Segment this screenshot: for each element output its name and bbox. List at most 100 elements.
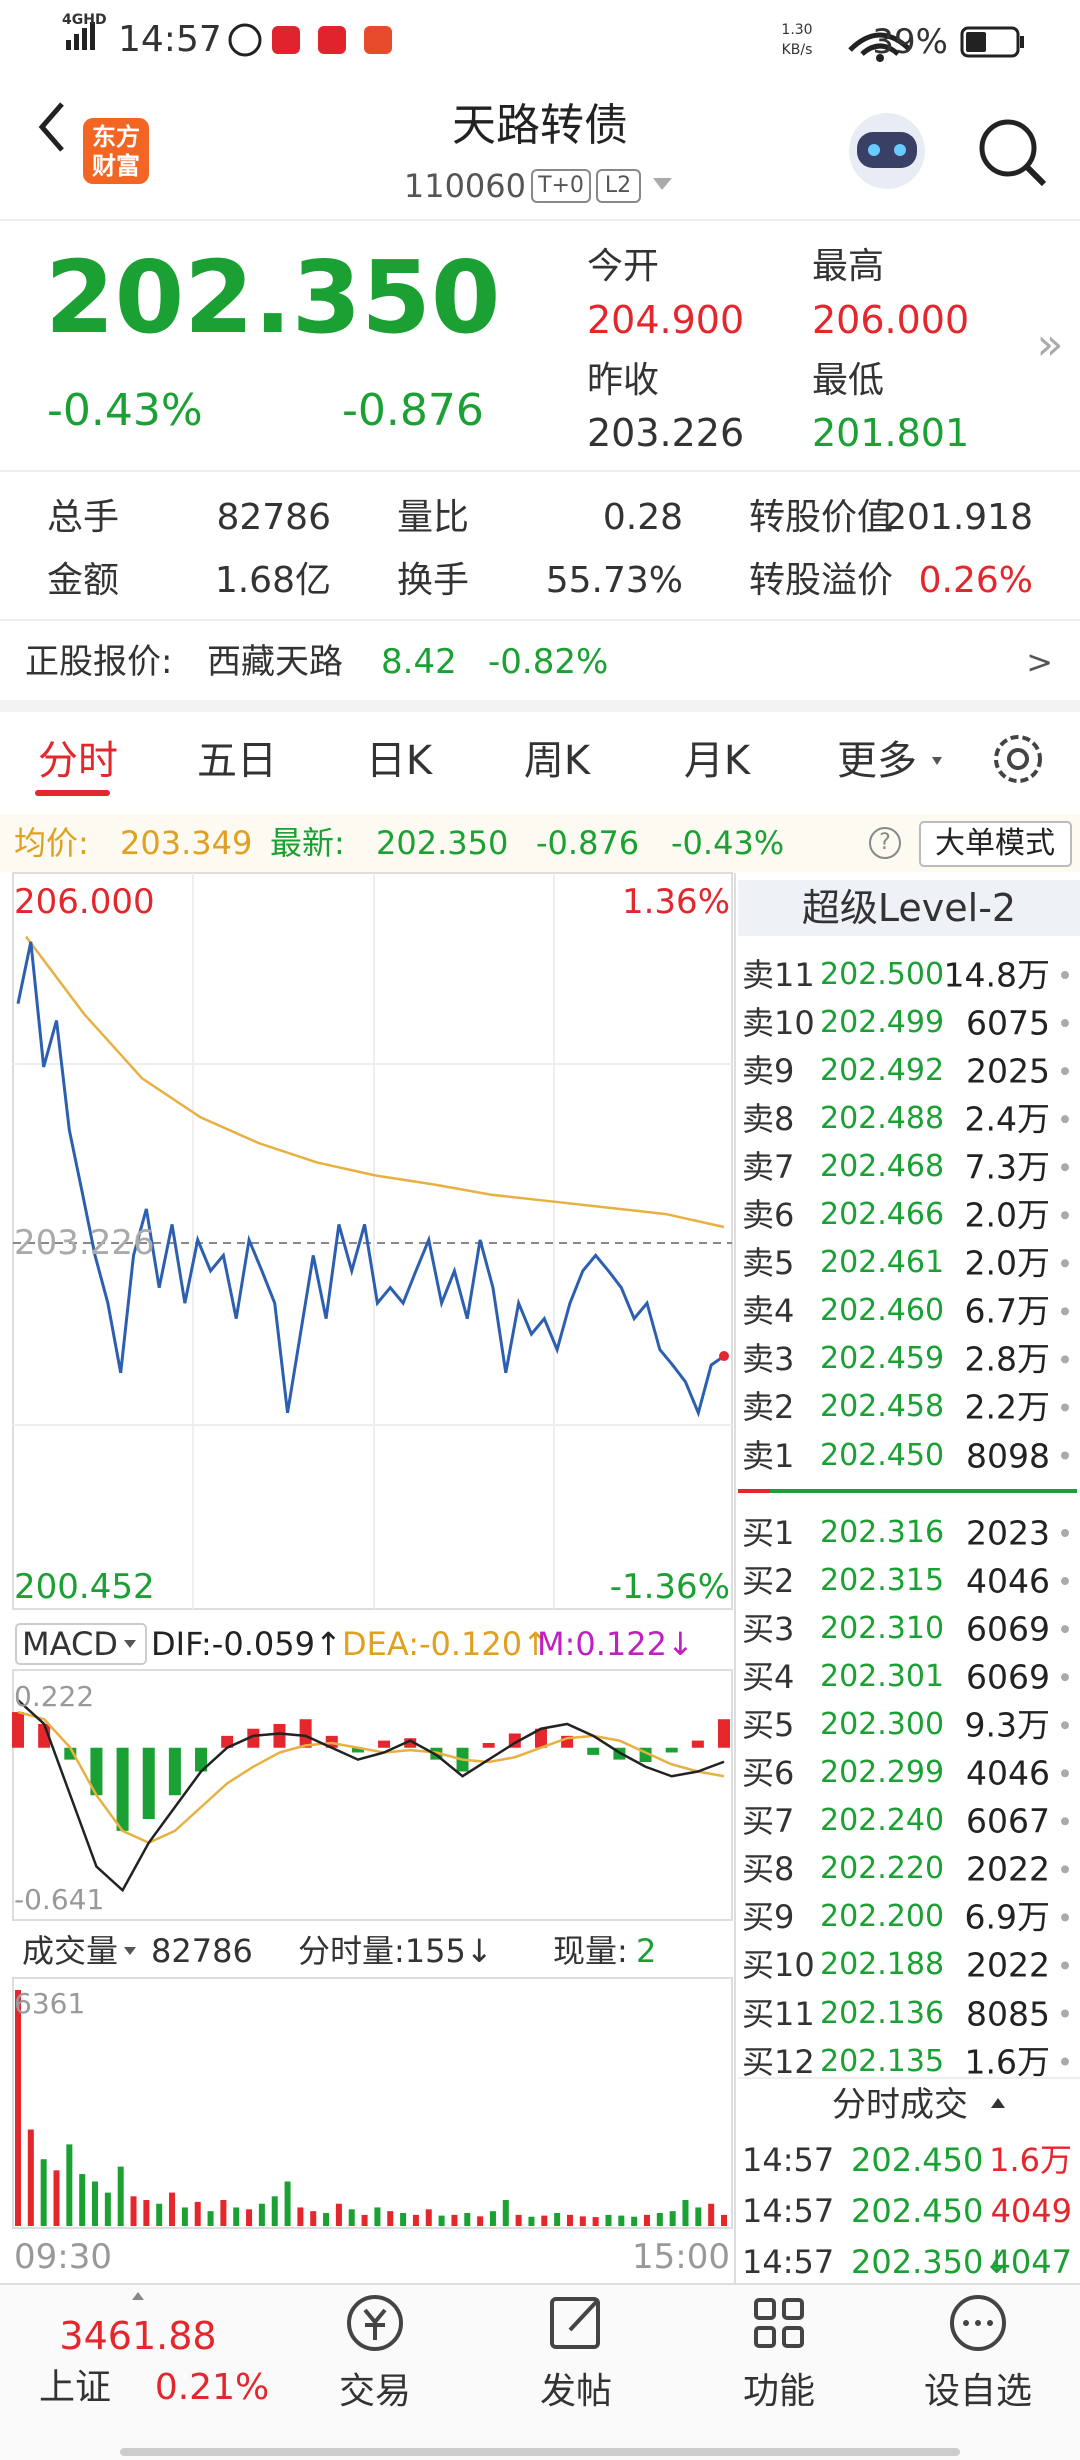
nav-icons[interactable] <box>347 2295 1006 2351</box>
index-name: 上证 <box>38 2367 112 2408</box>
volume-total: 82786 <box>151 1932 253 1970</box>
trade-volume: 4049 <box>990 2192 1072 2230</box>
m-label: M:0.122↓ <box>537 1625 694 1663</box>
badge-box <box>596 169 641 203</box>
tab[interactable]: 分时 <box>38 738 118 784</box>
dot <box>1061 1067 1069 1076</box>
dot <box>1061 1019 1069 1028</box>
dropdown-icon[interactable] <box>124 1947 136 1955</box>
macd-bar <box>64 1747 77 1760</box>
chart-grid <box>13 873 732 1609</box>
y-tick-label: 6361 <box>14 1987 86 2020</box>
ask-level: 卖9 <box>742 1052 795 1091</box>
indicator-name[interactable]: 成交量 <box>22 1932 119 1970</box>
tab[interactable]: 更多 <box>837 738 917 784</box>
expand-icon[interactable] <box>991 2098 1005 2108</box>
help-text[interactable]: ? <box>879 830 891 855</box>
bid-price: 202.300 <box>820 1707 945 1743</box>
label: 现量: <box>553 1932 628 1970</box>
ask-volume: 2.8万 <box>964 1339 1050 1379</box>
bid-price: 202.188 <box>820 1947 945 1983</box>
volume-bar <box>335 2203 342 2226</box>
tab[interactable]: 周K <box>523 738 591 784</box>
underlying-name[interactable]: 西藏天路 <box>207 642 343 682</box>
tab[interactable]: 月K <box>683 738 751 784</box>
bid-price: 202.135 <box>820 2043 945 2079</box>
macd-bar <box>482 1742 495 1748</box>
volume-bar <box>207 2211 214 2226</box>
search-icon[interactable] <box>979 119 1047 187</box>
badge: L2 <box>604 173 632 198</box>
nav-item[interactable]: 发帖 <box>539 2371 613 2412</box>
macd-bar <box>378 1740 391 1748</box>
volume-bar <box>284 2181 291 2226</box>
help-icon[interactable] <box>869 827 901 859</box>
bid-volume: 4046 <box>966 1561 1050 1601</box>
volume-bar <box>528 2216 535 2226</box>
expand-icon[interactable] <box>132 2292 144 2300</box>
volume-bar <box>156 2203 163 2226</box>
nav-item[interactable]: 交易 <box>338 2371 412 2412</box>
stat-value: 55.73% <box>545 560 683 601</box>
ask-price: 202.500 <box>820 957 945 992</box>
tab[interactable]: 五日 <box>197 738 277 784</box>
x-tick-label: 15:00 <box>632 2237 730 2277</box>
bid-price: 202.220 <box>820 1851 945 1887</box>
volume-bar <box>297 2207 304 2226</box>
dif-line <box>17 1699 725 1893</box>
dropdown-icon[interactable] <box>653 178 672 190</box>
underlying-change: -0.82% <box>488 642 609 682</box>
mode-label[interactable]: 大单模式 <box>935 826 1055 861</box>
macd-bar <box>534 1728 547 1748</box>
index-value[interactable]: 3461.88 <box>59 2314 217 2358</box>
settings-icon[interactable] <box>994 735 1042 783</box>
ask-level: 卖2 <box>742 1388 795 1427</box>
bid-volume: 2022 <box>966 1849 1050 1889</box>
nav-item[interactable]: 功能 <box>742 2371 816 2412</box>
back-icon[interactable] <box>38 102 64 152</box>
expand-arrow[interactable]: » <box>1036 319 1064 370</box>
volume-bar <box>605 2214 612 2226</box>
bid-volume: 6069 <box>966 1657 1050 1697</box>
avatar[interactable] <box>849 113 925 189</box>
logo-text: 东方 <box>92 123 140 151</box>
ask-volume: 2.0万 <box>964 1243 1050 1283</box>
ask-price: 202.488 <box>820 1101 945 1137</box>
dif-label: DIF:-0.059↑ <box>151 1625 342 1663</box>
ask-volume: 6.7万 <box>964 1291 1050 1331</box>
tab[interactable]: 日K <box>365 738 433 784</box>
open-price: 204.900 <box>587 298 745 342</box>
logo[interactable] <box>83 118 149 184</box>
dropdown-icon[interactable] <box>124 1640 136 1648</box>
ask-level: 卖6 <box>742 1196 795 1235</box>
nav-item[interactable]: 设自选 <box>923 2371 1033 2412</box>
net-speed: 1.30 <box>781 22 813 38</box>
volume-bar <box>130 2196 137 2226</box>
badge: T+0 <box>538 173 584 198</box>
dot <box>1061 2009 1069 2018</box>
trade-time: 14:57 <box>742 2141 835 2179</box>
volume-bar <box>194 2201 201 2226</box>
dot <box>1061 1307 1069 1316</box>
bid-price: 202.136 <box>820 1995 945 2031</box>
battery-level: 39% <box>872 22 948 62</box>
volume-bar <box>27 2129 34 2226</box>
macd-bar <box>195 1747 208 1772</box>
label: 最低 <box>812 360 885 401</box>
expand-arrow[interactable]: > <box>1026 643 1053 681</box>
volume-bar <box>554 2213 561 2226</box>
dot <box>1061 1673 1069 1682</box>
bid-price: 202.310 <box>820 1611 945 1647</box>
underlying-price: 8.42 <box>381 642 457 682</box>
stat-value: 201.918 <box>884 497 1033 538</box>
macd-selector[interactable] <box>15 1623 147 1665</box>
mode-button[interactable] <box>919 821 1072 867</box>
volume-bar <box>92 2181 99 2226</box>
trade-price: 202.450 <box>851 2192 984 2230</box>
price-line <box>16 941 725 1418</box>
dropdown-icon[interactable] <box>932 757 942 765</box>
volume-bar <box>515 2214 522 2226</box>
indicator-name[interactable]: MACD <box>22 1625 118 1663</box>
divider <box>0 700 1080 712</box>
section-title[interactable]: 分时成交 <box>832 2085 968 2125</box>
